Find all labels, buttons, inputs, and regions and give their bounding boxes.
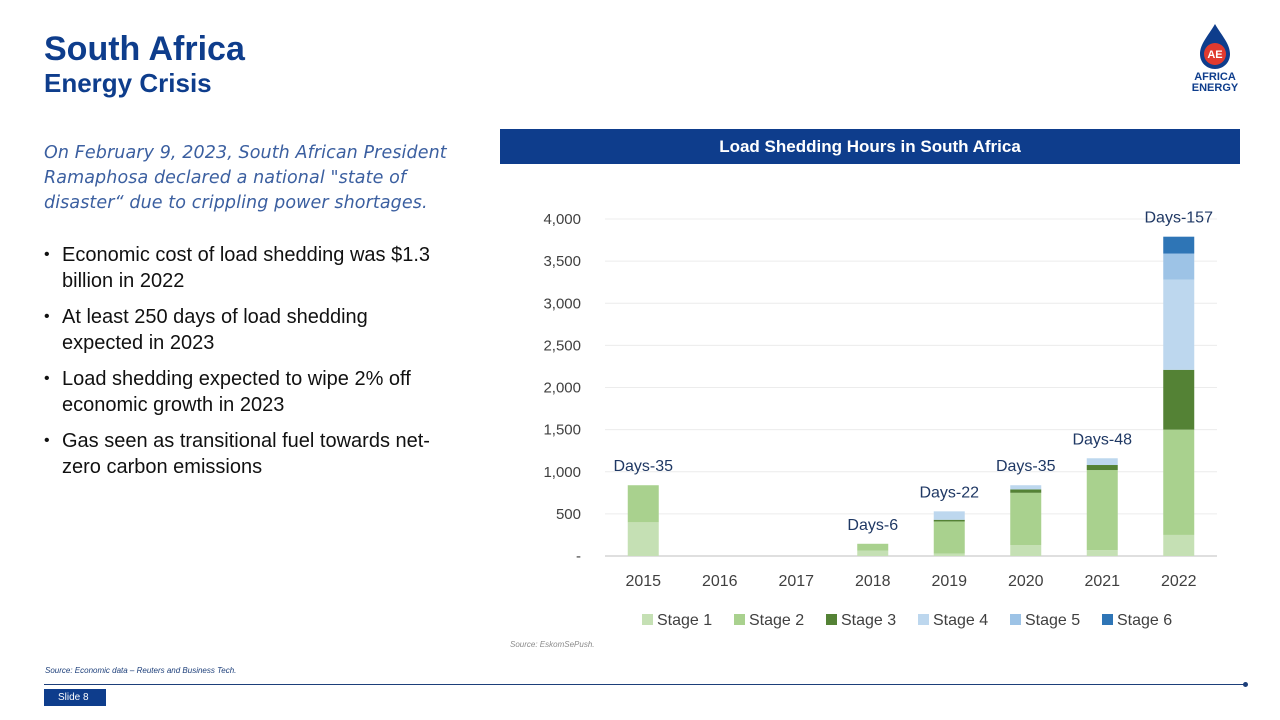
bullet-item: At least 250 days of load shedding expec… <box>44 304 444 356</box>
bar-stage-3 <box>1086 465 1118 471</box>
x-tick-label: 2016 <box>702 573 738 590</box>
x-tick-label: 2021 <box>1084 573 1120 590</box>
bar-stage-6 <box>1163 236 1195 254</box>
y-tick-label: 4,000 <box>543 211 581 228</box>
load-shedding-chart: - 500 1,000 1,500 2,000 2,500 3,000 3,500 4,000 2… <box>543 210 1217 629</box>
bar-stage-2 <box>1163 429 1195 535</box>
y-tick-label: 2,000 <box>543 380 581 397</box>
bar-stage-2 <box>627 485 659 523</box>
bar-stage-3 <box>1163 369 1195 430</box>
y-tick-label: 500 <box>556 506 581 523</box>
x-tick-label: 2015 <box>625 573 661 590</box>
bullet-item: Gas seen as transitional fuel towards ne… <box>44 428 444 480</box>
y-tick-label: 3,000 <box>543 295 581 312</box>
bar-stage-5 <box>1163 253 1195 280</box>
y-tick-label: 1,000 <box>543 464 581 481</box>
x-tick-label: 2019 <box>931 573 967 590</box>
bar-stage-2 <box>933 521 965 554</box>
bullet-item: Load shedding expected to wipe 2% off ec… <box>44 366 444 418</box>
bar-stage-3 <box>1010 489 1042 493</box>
bar-stage-2 <box>1086 470 1118 551</box>
x-tick-label: 2020 <box>1008 573 1044 590</box>
legend-label: Stage 1 <box>657 612 712 629</box>
legend-label: Stage 5 <box>1025 612 1080 629</box>
y-tick-label: 1,500 <box>543 422 581 439</box>
bar-stage-1 <box>933 553 965 556</box>
footer-dot <box>1243 682 1248 687</box>
bar-stage-4 <box>1086 458 1118 466</box>
footer-divider <box>44 684 1246 685</box>
bar-stage-1 <box>857 550 889 556</box>
logo-drop-icon: AE <box>1200 24 1230 69</box>
slide-number: Slide 8 <box>44 689 106 706</box>
bar-stage-2 <box>857 543 889 551</box>
chart-title-bar: Load Shedding Hours in South Africa <box>500 129 1240 164</box>
bar-stage-2 <box>1010 492 1042 546</box>
x-tick-label: 2022 <box>1161 573 1197 590</box>
legend-swatch <box>734 614 745 625</box>
bullet-list: Economic cost of load shedding was $1.3 … <box>44 242 444 490</box>
data-label: Days-6 <box>847 517 898 534</box>
legend-swatch <box>826 614 837 625</box>
bar-stage-4 <box>933 511 965 520</box>
bar-stage-4 <box>1163 279 1195 370</box>
svg-text:AE: AE <box>1207 49 1222 61</box>
legend-label: Stage 6 <box>1117 612 1172 629</box>
legend-swatch <box>918 614 929 625</box>
bar-stage-1 <box>1086 550 1118 556</box>
bar-stage-1 <box>1010 545 1042 556</box>
data-label: Days-22 <box>919 484 979 501</box>
data-label: Days-35 <box>996 458 1056 475</box>
bar-stage-1 <box>1163 534 1195 556</box>
page-title: South Africa <box>44 30 245 68</box>
data-label: Days-157 <box>1145 210 1214 227</box>
x-tick-label: 2018 <box>855 573 891 590</box>
bar-stage-4 <box>1010 485 1042 490</box>
bar-stage-3 <box>933 519 965 522</box>
footnote-source: Source: Economic data – Reuters and Busi… <box>45 666 237 675</box>
legend-label: Stage 2 <box>749 612 804 629</box>
bar-stage-1 <box>627 522 659 556</box>
y-tick-label: - <box>576 548 581 565</box>
legend-swatch <box>1010 614 1021 625</box>
x-tick-label: 2017 <box>778 573 814 590</box>
slide-title: South Africa Energy Crisis <box>44 30 245 98</box>
legend-swatch <box>642 614 653 625</box>
y-tick-label: 2,500 <box>543 337 581 354</box>
bullet-item: Economic cost of load shedding was $1.3 … <box>44 242 444 294</box>
page-subtitle: Energy Crisis <box>44 67 212 98</box>
legend-label: Stage 4 <box>933 612 988 629</box>
legend-swatch <box>1102 614 1113 625</box>
chart-source: Source: EskomSePush. <box>510 640 595 649</box>
legend-label: Stage 3 <box>841 612 896 629</box>
data-label: Days-48 <box>1072 431 1132 448</box>
logo-wordmark: AFRICA ENERGY <box>1191 71 1239 94</box>
y-tick-label: 3,500 <box>543 253 581 270</box>
data-label: Days-35 <box>613 458 673 475</box>
africa-energy-logo: AE AFRICA ENERGY <box>1180 22 1250 98</box>
intro-text: On February 9, 2023, South African Presi… <box>44 143 447 213</box>
